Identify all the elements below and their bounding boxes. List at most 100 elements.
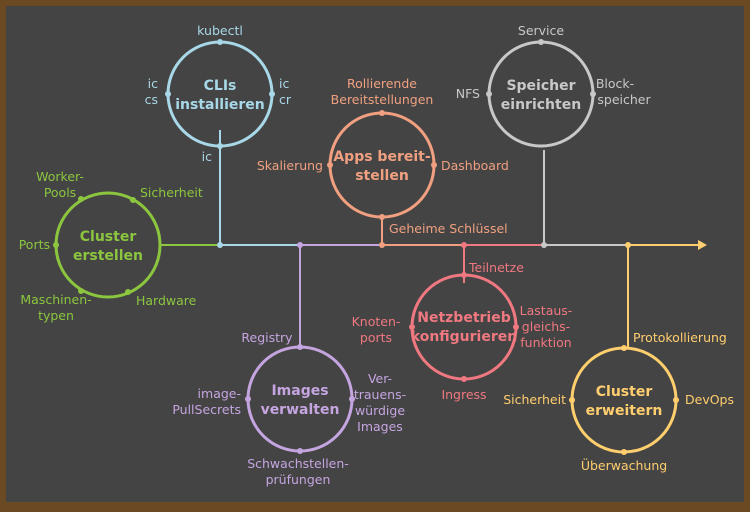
node-dot	[590, 91, 596, 97]
node-network[interactable]: Netzbetrieb konfigurieren Teilnetze Knot…	[352, 260, 573, 402]
label-service: Service	[518, 23, 565, 38]
node-dot	[621, 449, 627, 455]
node-dot	[513, 324, 519, 330]
node-dot	[297, 448, 303, 454]
label-schwachstellen-1: Schwachstellen-	[247, 456, 349, 471]
node-dot	[621, 345, 627, 351]
node-title-line1: Images	[271, 383, 328, 399]
label-ueberwachung: Überwachung	[581, 457, 667, 473]
label-imagepullsecrets-2: PullSecrets	[172, 402, 241, 417]
label-schwachstellen-2: prüfungen	[266, 472, 331, 487]
node-title-line2: erstellen	[73, 248, 143, 264]
node-title-line1: Cluster	[596, 384, 653, 400]
junction-dot	[625, 242, 631, 248]
junction-dot	[541, 242, 547, 248]
junction-dot	[297, 242, 303, 248]
label-maschinentypen-1: Maschinen-	[20, 292, 91, 307]
timeline-arrow-head	[698, 240, 707, 250]
node-title-line1: Netzbetrieb	[417, 310, 510, 326]
node-title-line2: konfigurieren	[411, 329, 517, 345]
label-geheime-schluessel: Geheime Schlüssel	[389, 221, 508, 236]
node-title-line2: einrichten	[501, 97, 581, 113]
label-imagepullsecrets-1: image-	[198, 386, 241, 401]
label-knotenports-2: ports	[360, 330, 392, 345]
label-rollierende-2: Bereitstellungen	[331, 92, 434, 107]
node-title-line2: installieren	[175, 97, 265, 113]
node-dot	[379, 110, 385, 116]
label-kubectl: kubectl	[197, 23, 243, 38]
node-dot	[349, 396, 355, 402]
node-dot	[461, 376, 467, 382]
node-dot	[78, 288, 84, 294]
node-title-line1: Cluster	[80, 229, 137, 245]
node-dot	[431, 162, 437, 168]
node-title-line1: Speicher	[506, 78, 575, 94]
node-dot	[297, 344, 303, 350]
node-dot	[327, 162, 333, 168]
node-dot	[673, 397, 679, 403]
junction-dot	[461, 242, 467, 248]
node-dot	[245, 396, 251, 402]
node-dot	[165, 91, 171, 97]
node-images[interactable]: Images verwalten Registry image- PullSec…	[172, 330, 406, 487]
label-sicherheit: Sicherheit	[140, 185, 203, 200]
node-title-line2: verwalten	[261, 402, 340, 418]
node-dot	[269, 91, 275, 97]
node-title-line1: CLIs	[204, 78, 237, 94]
label-lastausgleich-3: funktion	[520, 335, 571, 350]
node-title-line1: Apps bereit-	[333, 149, 430, 165]
label-blockspeicher-1: Block-	[596, 76, 634, 91]
node-dot	[461, 272, 467, 278]
label-ic-cr-2: cr	[279, 92, 292, 107]
label-worker-pools-2: Pools	[44, 185, 76, 200]
node-clis[interactable]: CLIs installieren kubectl ic cs ic cr ic	[145, 23, 292, 164]
node-dot	[130, 197, 136, 203]
label-skalierung: Skalierung	[257, 158, 323, 173]
node-dot	[486, 91, 492, 97]
node-cluster-create[interactable]: Cluster erstellen Worker- Pools Sicherhe…	[19, 169, 203, 323]
label-nfs: NFS	[456, 86, 480, 101]
node-dot	[409, 324, 415, 330]
label-devops: DevOps	[685, 392, 734, 407]
node-dot	[217, 143, 223, 149]
node-storage[interactable]: Speicher einrichten Service NFS Block- s…	[456, 23, 652, 148]
node-cluster-extend[interactable]: Cluster erweitern Protokollierung Sicher…	[503, 330, 734, 473]
label-lastausgleich-1: Lastaus-	[520, 303, 573, 318]
node-dot	[53, 242, 59, 248]
node-dot	[538, 39, 544, 45]
node-dot	[78, 196, 84, 202]
label-worker-pools-1: Worker-	[36, 169, 84, 184]
label-hardware: Hardware	[136, 293, 197, 308]
label-vertrauenswuerdig-4: Images	[357, 419, 403, 434]
label-vertrauenswuerdig-3: würdige	[355, 403, 405, 418]
label-ic-cr-1: ic	[279, 76, 289, 91]
label-blockspeicher-2: speicher	[597, 92, 651, 107]
junction-dot	[217, 242, 223, 248]
label-protokollierung: Protokollierung	[633, 330, 727, 345]
label-dashboard: Dashboard	[441, 158, 509, 173]
label-ic-cs-1: ic	[148, 76, 158, 91]
node-dot	[217, 39, 223, 45]
node-dot	[379, 214, 385, 220]
label-lastausgleich-2: gleichs-	[522, 319, 570, 334]
label-vertrauenswuerdig-1: Ver-	[368, 371, 392, 386]
label-knotenports-1: Knoten-	[352, 314, 401, 329]
label-vertrauenswuerdig-2: trauens-	[354, 387, 406, 402]
label-ingress: Ingress	[441, 387, 486, 402]
label-sicherheit: Sicherheit	[503, 392, 566, 407]
label-ports: Ports	[19, 237, 50, 252]
node-apps[interactable]: Apps bereit- stellen Rollierende Bereits…	[257, 76, 509, 236]
label-maschinentypen-2: typen	[38, 308, 74, 323]
board-background	[6, 6, 744, 502]
label-ic-cs-2: cs	[145, 92, 158, 107]
junction-dot	[379, 242, 385, 248]
node-title-line2: erweitern	[586, 403, 663, 419]
label-registry: Registry	[241, 330, 293, 345]
node-dot	[569, 397, 575, 403]
node-title-line2: stellen	[355, 168, 409, 184]
label-teilnetze: Teilnetze	[468, 260, 524, 275]
label-ic: ic	[202, 149, 212, 164]
label-rollierende-1: Rollierende	[347, 76, 417, 91]
timeline-junctions	[217, 242, 631, 248]
